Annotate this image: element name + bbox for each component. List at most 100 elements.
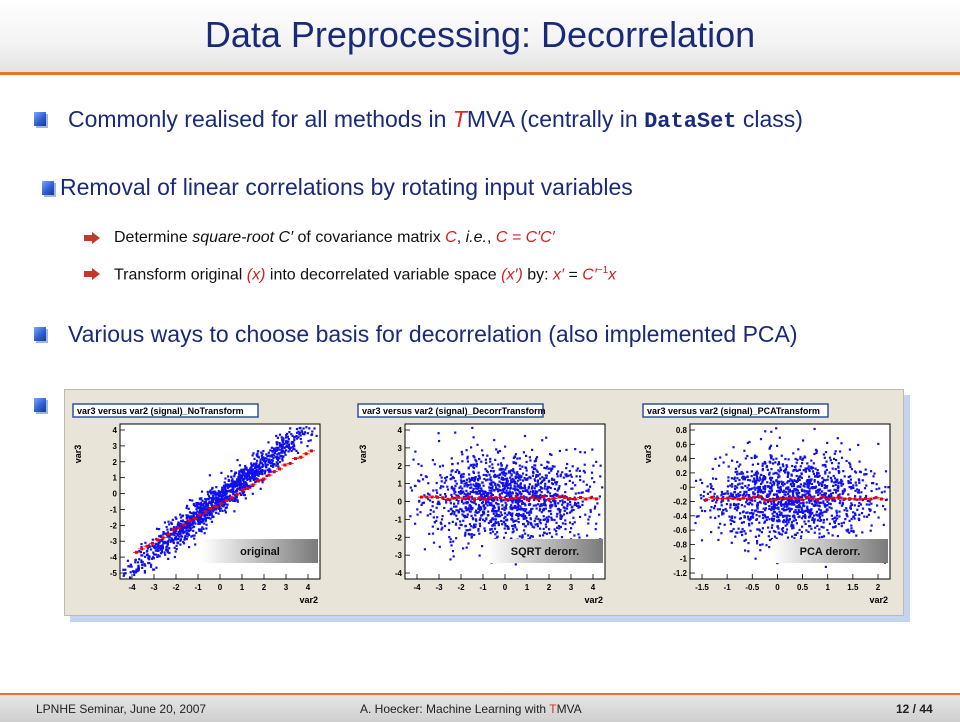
y-tick-label: -0.8 [673, 540, 687, 549]
sub2-c: into decorrelated variable space [265, 266, 502, 284]
sub2-i: x [608, 266, 617, 284]
y-tick-label: -0.4 [673, 512, 687, 521]
x-tick-label: -0.5 [745, 583, 759, 592]
y-tick-label: -1 [680, 555, 688, 564]
profile-markers [703, 495, 885, 502]
y-tick-label: -0.2 [673, 498, 687, 507]
x-tick-label: -1 [724, 583, 732, 592]
plot-badge-label: original [240, 546, 280, 558]
sub1-c: of covariance matrix [293, 229, 446, 246]
y-tick-label: -1 [110, 505, 118, 514]
tmva-t: T [452, 106, 467, 132]
y-tick-label: -2 [110, 521, 118, 530]
x-tick-label: 0.5 [797, 583, 809, 592]
x-tick-label: -2 [457, 583, 465, 592]
sub2-b: (x) [246, 266, 266, 284]
plot-title-box [72, 403, 259, 418]
x-axis-label: var2 [584, 595, 603, 605]
y-tick-label: 0.8 [676, 426, 688, 435]
scatter-points [409, 426, 604, 566]
arrow-bullet-icon [84, 268, 100, 280]
y-tick-label: 2 [398, 462, 403, 471]
sub1-d: C [445, 229, 457, 246]
y-tick-label: 3 [113, 442, 118, 451]
sub1-f: i.e. [465, 229, 487, 246]
sub1-e: , [456, 229, 466, 246]
y-tick-label: 0.4 [676, 455, 688, 464]
x-axis-label: var2 [299, 595, 318, 605]
y-tick-label: 1 [398, 480, 403, 489]
y-tick-label: -2 [395, 533, 403, 542]
sub1-b: square-root C′ [192, 229, 294, 246]
page-number: 12 / 44 [896, 702, 933, 716]
y-axis-label: var3 [73, 445, 83, 464]
plot-title-box [357, 403, 544, 418]
y-axis-label: var3 [643, 445, 653, 464]
y-tick-label: 0.2 [676, 469, 688, 478]
sub2-g: = [564, 266, 583, 284]
plot-badge [487, 539, 603, 563]
y-tick-label: 3 [398, 444, 403, 453]
footer-left: LPNHE Seminar, June 20, 2007 [36, 702, 207, 716]
x-tick-label: 0 [218, 583, 223, 592]
x-tick-label: -2 [172, 583, 180, 592]
arrow-bullet-icon [84, 232, 100, 244]
sub1-g: , [486, 229, 496, 246]
bullet-2: Removal of linear correlations by rotati… [60, 174, 633, 200]
x-tick-label: -4 [413, 583, 421, 592]
sub2-e: by: [522, 266, 554, 284]
y-tick-label: -0 [680, 483, 688, 492]
scatter-plot-2: var3 versus var2 (signal)_DecorrTransfor… [357, 403, 606, 605]
y-tick-label: -3 [395, 551, 403, 560]
y-tick-label: 2 [113, 458, 118, 467]
sub2-d: (x′) [501, 266, 523, 284]
bullet-1-text-mid: MVA (centrally in [466, 106, 645, 132]
footer: LPNHE Seminar, June 20, 2007 A. Hoecker:… [0, 693, 960, 722]
bullet-1: Commonly realised for all methods in TMV… [68, 106, 803, 134]
sub2-sup: −1 [596, 265, 609, 276]
bullet-3: Various ways to choose basis for decorre… [68, 321, 798, 347]
sub2-f: x′ [553, 266, 565, 284]
y-tick-label: -4 [395, 569, 403, 578]
bullet-square-icon [34, 112, 46, 126]
profile-markers [133, 449, 315, 554]
x-tick-label: -3 [150, 583, 158, 592]
x-tick-label: 0 [775, 583, 780, 592]
y-tick-label: 4 [398, 426, 403, 435]
y-tick-label: 0.6 [676, 440, 688, 449]
x-tick-label: 3 [569, 583, 574, 592]
x-tick-label: -1 [479, 583, 487, 592]
plot-title: var3 versus var2 (signal)_PCATransform [647, 406, 820, 416]
plot-badge [772, 539, 888, 563]
y-tick-label: -1.2 [673, 569, 687, 578]
y-tick-label: 0 [113, 490, 118, 499]
x-tick-label: -4 [128, 583, 136, 592]
plot-title: var3 versus var2 (signal)_NoTransform [77, 406, 244, 416]
x-tick-label: 2 [876, 583, 881, 592]
bullet-1-text-post: class) [736, 106, 803, 132]
scatter-plot-3: var3 versus var2 (signal)_PCATransform 0.… [642, 403, 891, 605]
x-tick-label: 0 [503, 583, 508, 592]
bullet-square-icon [34, 327, 46, 341]
x-tick-label: -1 [194, 583, 202, 592]
y-tick-label: -0.6 [673, 526, 687, 535]
x-axis-label: var2 [869, 595, 888, 605]
x-tick-label: 1 [825, 583, 830, 592]
x-tick-label: 1.5 [847, 583, 859, 592]
y-tick-label: 0 [398, 498, 403, 507]
sub-bullet-2: Transform original (x) into decorrelated… [114, 265, 616, 284]
y-tick-label: 4 [113, 426, 118, 435]
code-dataset: DataSet [644, 109, 737, 134]
footer-center: A. Hoecker: Machine Learning with TMVA [360, 702, 582, 716]
sub-bullet-1: Determine square-root C′ of covariance m… [114, 229, 555, 247]
y-tick-label: 1 [113, 474, 118, 483]
footer-tmva-t: T [549, 702, 557, 716]
plot-badge-label: PCA derorr. [800, 546, 861, 558]
x-tick-label: -1.5 [695, 583, 709, 592]
sub1-h: C = C′C′ [495, 229, 555, 246]
bullet-1-text: Commonly realised for all methods in [68, 106, 453, 132]
footer-center-text: A. Hoecker: Machine Learning with [360, 702, 550, 716]
y-tick-label: -3 [110, 537, 118, 546]
x-tick-label: 2 [547, 583, 552, 592]
y-tick-label: -4 [110, 553, 118, 562]
